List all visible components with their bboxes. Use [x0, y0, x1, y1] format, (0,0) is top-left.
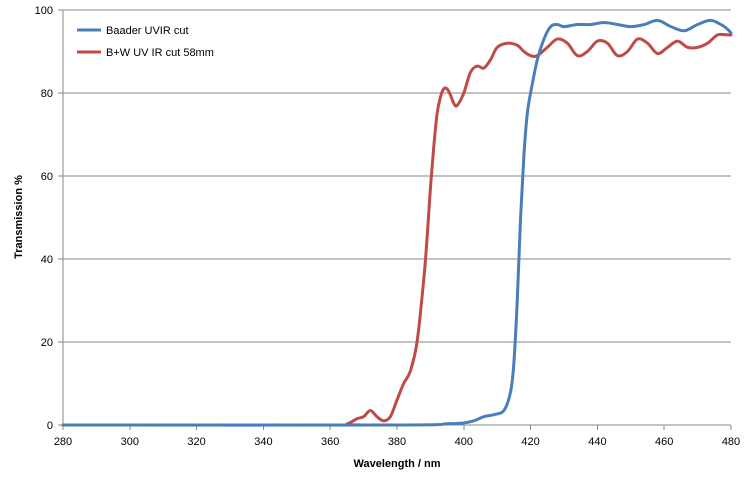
x-tick-label: 360 — [321, 436, 339, 448]
series-line-baader-uvir-cut — [61, 18, 733, 427]
x-tick-label: 480 — [722, 436, 740, 448]
x-tick-label: 400 — [455, 436, 473, 448]
series-layer — [61, 18, 733, 427]
x-tick-label: 460 — [655, 436, 673, 448]
y-tick-label: 80 — [41, 88, 53, 100]
legend-label: Baader UVIR cut — [106, 25, 189, 37]
y-tick-label: 0 — [47, 420, 53, 432]
y-tick-label: 20 — [41, 337, 53, 349]
y-tick-label: 100 — [35, 5, 53, 17]
y-tick-label: 60 — [41, 171, 53, 183]
x-axis-title: Wavelength / nm — [354, 458, 441, 470]
x-tick-labels: 280 300 320 340 360 380 400 420 440 460 480 — [54, 436, 740, 448]
x-tick-label: 320 — [187, 436, 205, 448]
legend: Baader UVIR cut B+W UV IR cut 58mm — [77, 25, 214, 59]
x-tick-label: 380 — [388, 436, 406, 448]
x-tick-label: 420 — [521, 436, 539, 448]
y-tick-labels: 0 20 40 60 80 100 — [35, 5, 53, 432]
y-tick-label: 40 — [41, 254, 53, 266]
grid-lines — [63, 9, 731, 343]
legend-label: B+W UV IR cut 58mm — [106, 47, 214, 59]
series-line-bw-uv-ir-cut — [61, 32, 733, 427]
x-tick-label: 340 — [254, 436, 272, 448]
x-tick-label: 280 — [54, 436, 72, 448]
axes — [58, 9, 732, 430]
x-tick-label: 300 — [121, 436, 139, 448]
y-axis-title: Transmission % — [13, 175, 25, 259]
x-tick-label: 440 — [588, 436, 606, 448]
